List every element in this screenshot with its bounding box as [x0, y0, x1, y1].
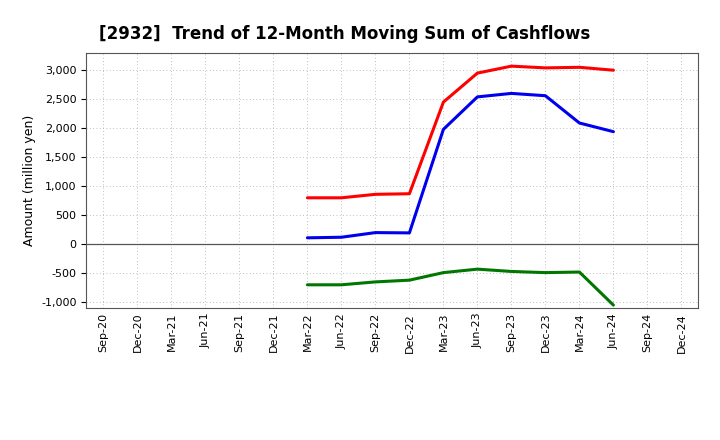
Free Cashflow: [337, 235, 346, 240]
Operating Cashflow: [507, 63, 516, 69]
Free Cashflow: [609, 129, 618, 134]
Y-axis label: Amount (million yen): Amount (million yen): [22, 115, 35, 246]
Operating Cashflow: [439, 99, 448, 105]
Investing Cashflow: [303, 282, 312, 287]
Investing Cashflow: [507, 269, 516, 274]
Free Cashflow: [371, 230, 379, 235]
Investing Cashflow: [575, 269, 584, 275]
Text: [2932]  Trend of 12-Month Moving Sum of Cashflows: [2932] Trend of 12-Month Moving Sum of C…: [99, 25, 590, 43]
Investing Cashflow: [371, 279, 379, 285]
Operating Cashflow: [371, 192, 379, 197]
Line: Free Cashflow: Free Cashflow: [307, 93, 613, 238]
Line: Investing Cashflow: Investing Cashflow: [307, 269, 613, 305]
Investing Cashflow: [405, 278, 414, 283]
Free Cashflow: [405, 230, 414, 235]
Line: Operating Cashflow: Operating Cashflow: [307, 66, 613, 198]
Operating Cashflow: [575, 65, 584, 70]
Investing Cashflow: [337, 282, 346, 287]
Operating Cashflow: [609, 68, 618, 73]
Operating Cashflow: [405, 191, 414, 196]
Free Cashflow: [507, 91, 516, 96]
Free Cashflow: [303, 235, 312, 240]
Free Cashflow: [541, 93, 550, 99]
Investing Cashflow: [473, 267, 482, 272]
Operating Cashflow: [303, 195, 312, 201]
Free Cashflow: [473, 94, 482, 99]
Operating Cashflow: [337, 195, 346, 201]
Investing Cashflow: [541, 270, 550, 275]
Free Cashflow: [575, 120, 584, 126]
Free Cashflow: [439, 127, 448, 132]
Operating Cashflow: [473, 70, 482, 76]
Investing Cashflow: [439, 270, 448, 275]
Investing Cashflow: [609, 302, 618, 308]
Operating Cashflow: [541, 65, 550, 70]
